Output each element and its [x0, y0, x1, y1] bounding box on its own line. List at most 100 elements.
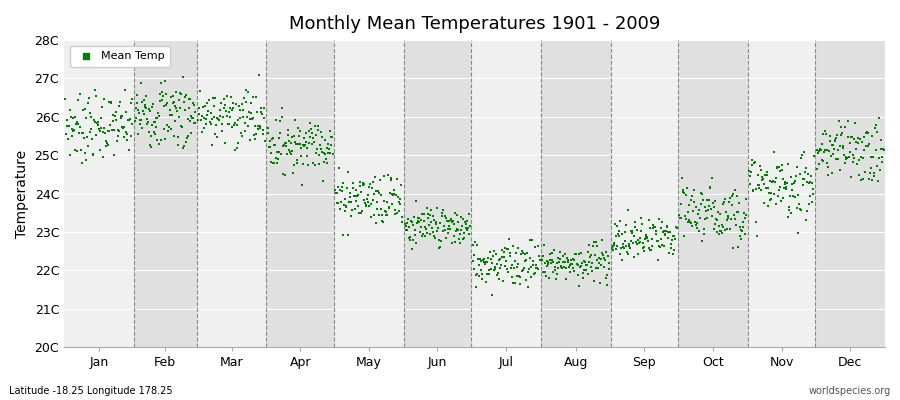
- Point: [346, 184, 360, 191]
- Point: [870, 163, 885, 169]
- Point: [178, 107, 193, 114]
- Point: [788, 178, 802, 184]
- Point: [545, 250, 560, 256]
- Point: [549, 259, 563, 266]
- Point: [648, 224, 662, 230]
- Point: [575, 270, 590, 276]
- Point: [789, 205, 804, 212]
- Point: [136, 111, 150, 118]
- Point: [478, 278, 492, 285]
- Point: [346, 193, 361, 199]
- Point: [355, 188, 369, 195]
- Point: [609, 243, 624, 250]
- Point: [148, 114, 163, 121]
- Point: [184, 115, 199, 122]
- Point: [860, 130, 875, 136]
- Point: [369, 188, 383, 194]
- Point: [312, 161, 327, 168]
- Point: [193, 111, 207, 118]
- Point: [366, 212, 381, 218]
- Point: [388, 211, 402, 218]
- Point: [537, 260, 552, 266]
- Point: [713, 228, 727, 234]
- Point: [209, 122, 223, 129]
- Point: [796, 182, 810, 188]
- Point: [173, 90, 187, 96]
- Point: [172, 114, 186, 121]
- Point: [101, 128, 115, 134]
- Point: [388, 207, 402, 213]
- Point: [506, 243, 520, 250]
- Point: [839, 156, 853, 162]
- Point: [377, 198, 392, 204]
- Point: [623, 245, 637, 251]
- Point: [778, 180, 792, 187]
- Point: [799, 164, 814, 171]
- Point: [449, 228, 464, 234]
- Point: [431, 225, 446, 231]
- Point: [857, 147, 871, 154]
- Point: [495, 247, 509, 254]
- Point: [71, 121, 86, 127]
- Point: [845, 134, 859, 140]
- Point: [412, 218, 427, 225]
- Point: [342, 198, 356, 205]
- Point: [845, 152, 859, 158]
- Point: [161, 128, 176, 135]
- Point: [390, 176, 404, 182]
- Point: [650, 238, 664, 244]
- Point: [145, 122, 159, 128]
- Point: [496, 278, 510, 284]
- Point: [847, 135, 861, 142]
- Point: [468, 284, 482, 290]
- Point: [198, 116, 212, 122]
- Point: [454, 222, 469, 229]
- Point: [762, 196, 777, 203]
- Point: [328, 190, 343, 196]
- Point: [702, 197, 716, 203]
- Point: [390, 210, 404, 216]
- Point: [177, 99, 192, 105]
- Point: [536, 269, 550, 275]
- Point: [860, 143, 874, 150]
- Point: [106, 126, 121, 133]
- Point: [685, 193, 699, 199]
- Point: [652, 216, 666, 222]
- Point: [510, 245, 525, 252]
- Point: [449, 226, 464, 232]
- Point: [456, 236, 471, 242]
- Point: [664, 245, 679, 252]
- Text: worldspecies.org: worldspecies.org: [809, 386, 891, 396]
- Point: [719, 209, 733, 215]
- Point: [94, 115, 108, 122]
- Point: [594, 261, 608, 268]
- Point: [818, 128, 832, 134]
- Point: [246, 115, 260, 121]
- Point: [688, 219, 702, 226]
- Point: [732, 200, 746, 206]
- Point: [296, 142, 310, 148]
- Point: [724, 216, 738, 222]
- Point: [540, 262, 554, 269]
- Point: [471, 242, 485, 248]
- Point: [821, 172, 835, 179]
- Point: [767, 148, 781, 155]
- Point: [589, 238, 603, 245]
- Point: [454, 214, 469, 220]
- Point: [477, 258, 491, 265]
- Point: [636, 245, 651, 251]
- Point: [784, 174, 798, 180]
- Point: [479, 259, 493, 265]
- Point: [302, 128, 316, 134]
- Point: [842, 149, 857, 155]
- Point: [745, 188, 760, 194]
- Point: [433, 244, 447, 250]
- Point: [63, 107, 77, 113]
- Point: [177, 94, 192, 100]
- Point: [696, 197, 710, 203]
- Point: [611, 233, 625, 239]
- Point: [362, 184, 376, 190]
- Point: [263, 137, 277, 144]
- Point: [267, 142, 282, 148]
- Point: [322, 150, 337, 156]
